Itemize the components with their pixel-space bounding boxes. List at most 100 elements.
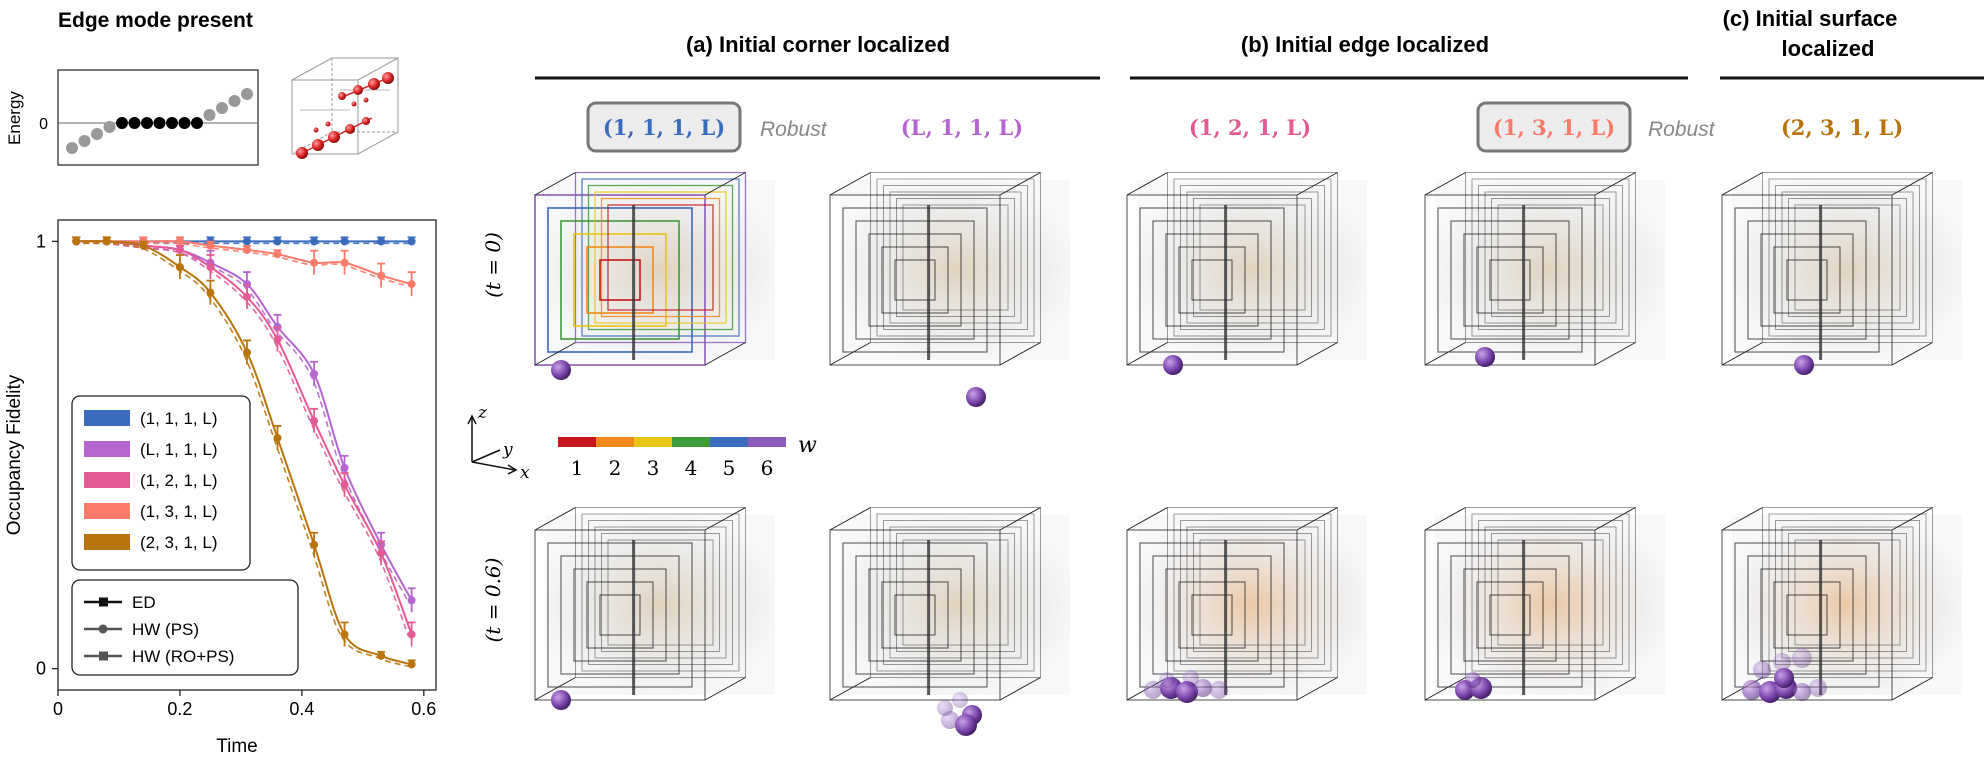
robust-label-2: Robust bbox=[1648, 118, 1716, 141]
site-occupancy-ball bbox=[1792, 648, 1812, 668]
site-occupancy-ball bbox=[551, 360, 571, 380]
data-point bbox=[139, 241, 148, 250]
spectrum-level bbox=[203, 109, 216, 121]
hw-dashed-curve bbox=[73, 242, 410, 637]
data-point bbox=[377, 237, 386, 246]
colorbar-segment bbox=[558, 437, 596, 447]
spectrum-level bbox=[128, 117, 141, 129]
lattice-cube bbox=[829, 172, 1070, 407]
spectrum-level bbox=[103, 121, 116, 133]
data-point bbox=[377, 549, 386, 558]
site-occupancy-ball bbox=[1465, 672, 1481, 688]
left-panel-title: Edge mode present bbox=[58, 9, 253, 32]
site-occupancy-ball bbox=[1159, 672, 1175, 688]
ed-curve bbox=[76, 240, 412, 666]
legend-frame bbox=[71, 395, 251, 571]
panel-headers: (a) Initial corner localized (b) Initial… bbox=[535, 6, 1984, 80]
density-cloud bbox=[1137, 180, 1367, 360]
legend-swatch bbox=[84, 441, 130, 457]
site-occupancy-ball bbox=[1773, 653, 1791, 671]
data-point bbox=[377, 271, 386, 280]
column-labels: (1, 1, 1, L) Robust (L, 1, 1, L) (1, 2, … bbox=[586, 101, 1903, 153]
axis-y-label: y bbox=[502, 440, 513, 460]
data-point bbox=[310, 237, 319, 246]
site-occupancy-ball bbox=[1194, 679, 1212, 697]
legend-series-label: (2, 3, 1, L) bbox=[140, 533, 217, 552]
energy-spectrum-inset: Energy 0 bbox=[5, 69, 259, 166]
y-tick-label: 1 bbox=[36, 231, 46, 251]
data-point bbox=[273, 250, 282, 259]
data-point bbox=[407, 630, 416, 639]
spectrum-level bbox=[191, 117, 203, 129]
data-point bbox=[407, 596, 416, 605]
spectrum-level bbox=[241, 88, 253, 100]
column-label-5: (2, 3, 1, L) bbox=[1781, 115, 1903, 140]
site-occupancy-ball bbox=[966, 387, 986, 407]
site-occupancy-ball bbox=[1794, 355, 1814, 375]
column-label-4: (1, 3, 1, L) bbox=[1493, 115, 1615, 140]
density-cloud bbox=[1435, 180, 1665, 360]
lattice-cube bbox=[1126, 507, 1367, 703]
site-occupancy-ball bbox=[1753, 661, 1771, 679]
density-cloud bbox=[1435, 515, 1665, 695]
data-point bbox=[340, 480, 349, 489]
site-occupancy-ball bbox=[1809, 679, 1827, 697]
y-tick-label: 0 bbox=[36, 659, 46, 679]
data-point bbox=[206, 263, 215, 271]
edge-state-site bbox=[325, 121, 331, 127]
spectrum-level bbox=[153, 117, 166, 129]
data-point bbox=[273, 335, 282, 344]
site-occupancy-ball bbox=[1793, 683, 1811, 701]
colorbar-label: w bbox=[798, 433, 817, 458]
density-cloud bbox=[545, 515, 775, 695]
spectrum-level bbox=[178, 117, 191, 129]
robust-box-1 bbox=[586, 101, 742, 153]
density-cloud bbox=[1137, 515, 1367, 695]
data-point bbox=[310, 258, 319, 267]
spectrum-level bbox=[66, 142, 78, 154]
panel-c-title-line1: (c) Initial surface bbox=[1723, 6, 1898, 31]
method-marker bbox=[98, 624, 108, 634]
edge-state-site bbox=[296, 147, 308, 159]
data-point bbox=[310, 416, 319, 425]
data-point bbox=[102, 237, 111, 246]
lattice-cube bbox=[1424, 507, 1665, 701]
legend-swatch bbox=[84, 410, 130, 426]
site-occupancy-ball bbox=[1742, 680, 1762, 700]
edge-state-site bbox=[313, 127, 319, 133]
data-point bbox=[243, 348, 251, 357]
data-point bbox=[377, 651, 386, 660]
data-point bbox=[72, 237, 81, 246]
site-occupancy-ball bbox=[1176, 681, 1198, 703]
site-occupancy-ball bbox=[937, 700, 953, 716]
method-marker bbox=[99, 651, 108, 661]
legend-series-label: (1, 3, 1, L) bbox=[140, 502, 217, 521]
x-tick-label: 0.2 bbox=[167, 699, 192, 719]
data-point bbox=[407, 237, 416, 246]
data-point bbox=[175, 263, 184, 271]
hw-dashed-curve bbox=[73, 242, 410, 603]
data-point bbox=[340, 258, 349, 267]
site-occupancy-ball bbox=[1210, 681, 1228, 699]
edge-state-site bbox=[312, 139, 324, 151]
axis-x-label: x bbox=[520, 463, 530, 483]
data-point bbox=[206, 241, 215, 250]
colorbar-tick: 3 bbox=[647, 456, 660, 480]
method-marker bbox=[99, 597, 108, 607]
data-point bbox=[407, 660, 416, 669]
density-cloud bbox=[840, 515, 1070, 695]
site-occupancy-ball bbox=[955, 714, 977, 736]
lattice-cubes bbox=[534, 171, 1962, 736]
colorbar-segment bbox=[748, 437, 786, 447]
edge-state-site bbox=[368, 78, 380, 90]
edge-state-site bbox=[362, 117, 370, 125]
x-tick-label: 0 bbox=[53, 699, 63, 719]
spectrum-level bbox=[116, 117, 128, 129]
legend-swatch bbox=[84, 472, 130, 488]
lattice-cube bbox=[1721, 507, 1962, 703]
spectrum-level bbox=[228, 95, 241, 107]
x-tick-label: 0.4 bbox=[289, 699, 314, 719]
lattice-cube bbox=[1721, 172, 1962, 375]
lattice-cube bbox=[1424, 172, 1665, 367]
